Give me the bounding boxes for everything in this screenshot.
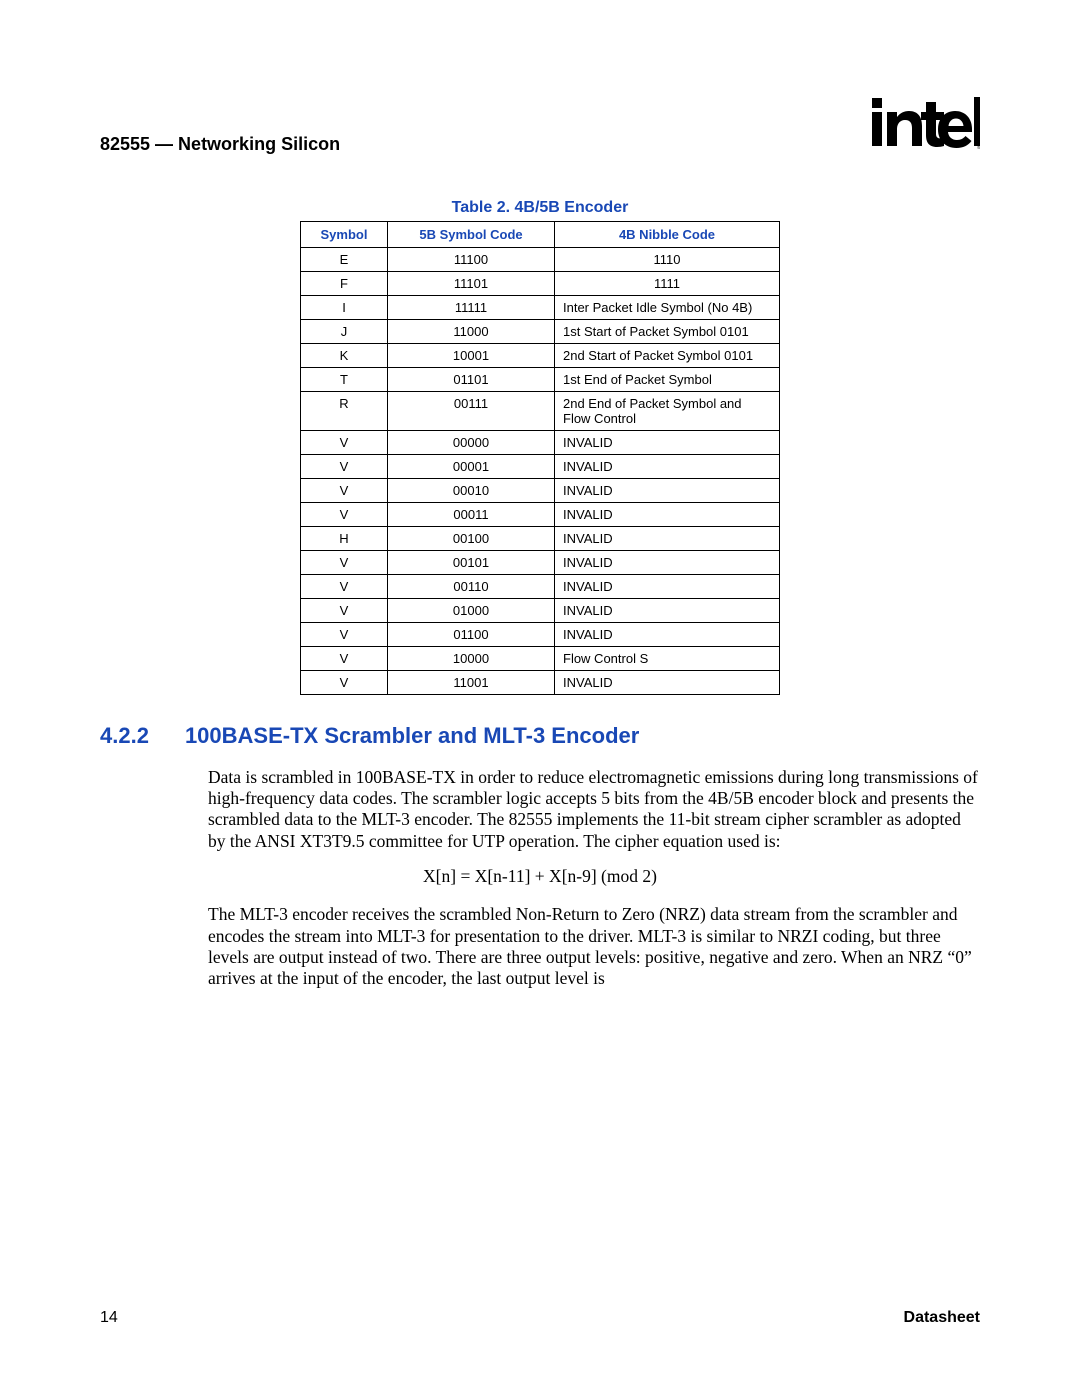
- cell-5b-code: 11000: [388, 320, 555, 344]
- cell-symbol: V: [301, 479, 388, 503]
- intel-logo: ®: [870, 96, 980, 155]
- page: 82555 — Networking Silicon ®: [0, 0, 1080, 1397]
- table-row: V00010INVALID: [301, 479, 780, 503]
- cell-4b-code: INVALID: [555, 479, 780, 503]
- cell-symbol: F: [301, 272, 388, 296]
- table-row: T011011st End of Packet Symbol: [301, 368, 780, 392]
- cell-5b-code: 00110: [388, 575, 555, 599]
- page-footer: 14 Datasheet: [100, 1309, 980, 1327]
- cell-5b-code: 11111: [388, 296, 555, 320]
- cell-5b-code: 00011: [388, 503, 555, 527]
- cell-5b-code: 10001: [388, 344, 555, 368]
- table-row: V00101INVALID: [301, 551, 780, 575]
- cell-4b-code: 2nd Start of Packet Symbol 0101: [555, 344, 780, 368]
- cell-symbol: V: [301, 455, 388, 479]
- col-header-5b: 5B Symbol Code: [388, 222, 555, 248]
- cell-symbol: V: [301, 671, 388, 695]
- cell-4b-code: INVALID: [555, 599, 780, 623]
- cell-symbol: V: [301, 623, 388, 647]
- encoder-table: Symbol 5B Symbol Code 4B Nibble Code E11…: [300, 221, 780, 695]
- cell-4b-code: 1110: [555, 248, 780, 272]
- table-row: V01000INVALID: [301, 599, 780, 623]
- cell-5b-code: 11001: [388, 671, 555, 695]
- cell-symbol: H: [301, 527, 388, 551]
- header-title: 82555 — Networking Silicon: [100, 134, 340, 155]
- cell-4b-code: INVALID: [555, 623, 780, 647]
- cell-4b-code: INVALID: [555, 527, 780, 551]
- table-row: H00100INVALID: [301, 527, 780, 551]
- cipher-equation: X[n] = X[n-11] + X[n-9] (mod 2): [100, 866, 980, 887]
- table-row: V00000INVALID: [301, 431, 780, 455]
- cell-symbol: J: [301, 320, 388, 344]
- cell-symbol: T: [301, 368, 388, 392]
- col-header-4b: 4B Nibble Code: [555, 222, 780, 248]
- cell-5b-code: 00101: [388, 551, 555, 575]
- cell-4b-code: 2nd End of Packet Symbol and Flow Contro…: [555, 392, 780, 431]
- cell-5b-code: 00001: [388, 455, 555, 479]
- page-header: 82555 — Networking Silicon ®: [100, 96, 980, 155]
- table-row: E111001110: [301, 248, 780, 272]
- svg-text:®: ®: [977, 144, 980, 150]
- cell-4b-code: Inter Packet Idle Symbol (No 4B): [555, 296, 780, 320]
- cell-5b-code: 11101: [388, 272, 555, 296]
- section-title: 100BASE-TX Scrambler and MLT-3 Encoder: [185, 723, 639, 749]
- cell-5b-code: 00000: [388, 431, 555, 455]
- paragraph-2: The MLT-3 encoder receives the scrambled…: [208, 904, 980, 989]
- cell-symbol: K: [301, 344, 388, 368]
- table-header-row: Symbol 5B Symbol Code 4B Nibble Code: [301, 222, 780, 248]
- section-heading: 4.2.2 100BASE-TX Scrambler and MLT-3 Enc…: [100, 723, 980, 749]
- footer-label: Datasheet: [904, 1309, 980, 1327]
- cell-5b-code: 00100: [388, 527, 555, 551]
- table-row: K100012nd Start of Packet Symbol 0101: [301, 344, 780, 368]
- cell-symbol: V: [301, 647, 388, 671]
- cell-4b-code: INVALID: [555, 455, 780, 479]
- table-row: F111011111: [301, 272, 780, 296]
- table-row: V01100INVALID: [301, 623, 780, 647]
- cell-symbol: R: [301, 392, 388, 431]
- table-caption: Table 2. 4B/5B Encoder: [100, 199, 980, 217]
- cell-symbol: V: [301, 575, 388, 599]
- cell-5b-code: 11100: [388, 248, 555, 272]
- table-row: J110001st Start of Packet Symbol 0101: [301, 320, 780, 344]
- cell-symbol: E: [301, 248, 388, 272]
- table-row: V00001INVALID: [301, 455, 780, 479]
- cell-4b-code: 1st End of Packet Symbol: [555, 368, 780, 392]
- cell-symbol: V: [301, 599, 388, 623]
- cell-symbol: V: [301, 503, 388, 527]
- table-row: R001112nd End of Packet Symbol and Flow …: [301, 392, 780, 431]
- table-row: V00011INVALID: [301, 503, 780, 527]
- col-header-symbol: Symbol: [301, 222, 388, 248]
- cell-4b-code: Flow Control S: [555, 647, 780, 671]
- cell-5b-code: 01100: [388, 623, 555, 647]
- table-row: V10000Flow Control S: [301, 647, 780, 671]
- table-row: V00110INVALID: [301, 575, 780, 599]
- cell-5b-code: 01101: [388, 368, 555, 392]
- cell-symbol: V: [301, 551, 388, 575]
- cell-4b-code: INVALID: [555, 431, 780, 455]
- cell-5b-code: 00111: [388, 392, 555, 431]
- cell-4b-code: 1st Start of Packet Symbol 0101: [555, 320, 780, 344]
- cell-4b-code: INVALID: [555, 551, 780, 575]
- cell-symbol: V: [301, 431, 388, 455]
- cell-5b-code: 00010: [388, 479, 555, 503]
- page-number: 14: [100, 1309, 118, 1327]
- section-number: 4.2.2: [100, 723, 149, 749]
- cell-5b-code: 01000: [388, 599, 555, 623]
- cell-4b-code: INVALID: [555, 575, 780, 599]
- table-row: I11111Inter Packet Idle Symbol (No 4B): [301, 296, 780, 320]
- table-row: V11001INVALID: [301, 671, 780, 695]
- paragraph-1: Data is scrambled in 100BASE-TX in order…: [208, 767, 980, 852]
- cell-4b-code: INVALID: [555, 671, 780, 695]
- cell-4b-code: INVALID: [555, 503, 780, 527]
- cell-5b-code: 10000: [388, 647, 555, 671]
- intel-logo-svg: ®: [870, 96, 980, 150]
- cell-symbol: I: [301, 296, 388, 320]
- cell-4b-code: 1111: [555, 272, 780, 296]
